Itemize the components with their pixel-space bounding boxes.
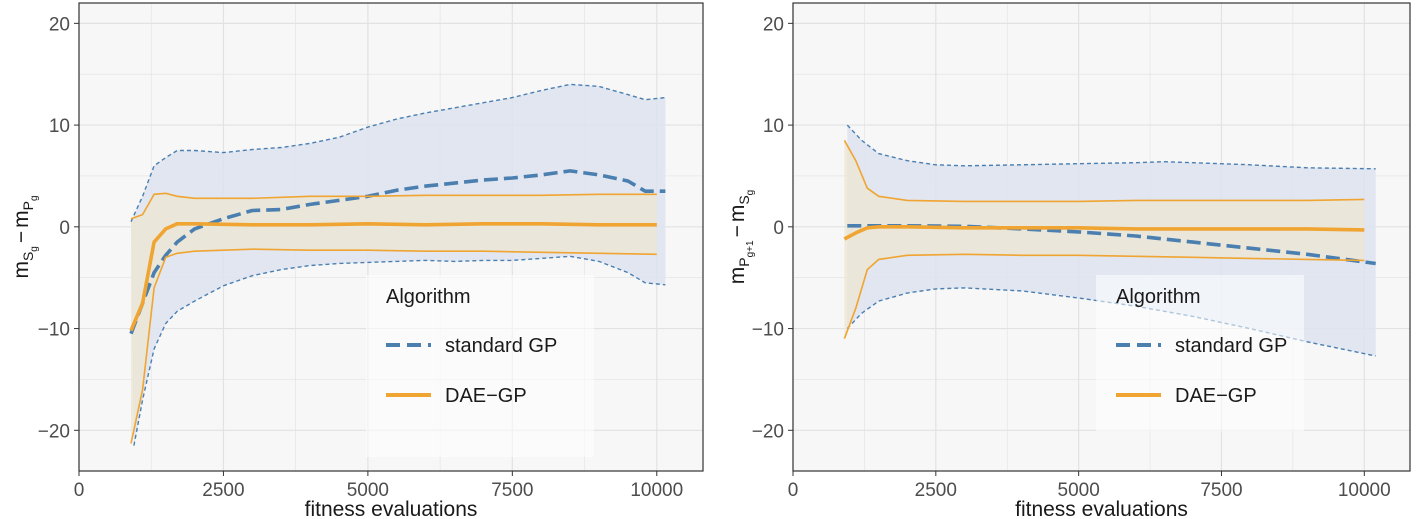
left-x-axis-title: fitness evaluations (305, 498, 478, 519)
left-chart-panel: 0 2500 5000 7500 10000 −20 −10 0 10 20 fitness ev… (10, 2, 704, 519)
left-legend-label-dae-gp: DAE−GP (445, 385, 527, 407)
right-legend: Algorithm standard GP DAE−GP (1096, 275, 1304, 431)
right-y-tick-label-0: −20 (752, 421, 784, 442)
right-plot-border (792, 2, 1411, 472)
left-x-tick-label-3: 7500 (491, 480, 533, 501)
right-legend-label-dae-gp: DAE−GP (1175, 385, 1257, 407)
left-ticks: 0 2500 5000 7500 10000 −20 −10 0 10 20 (38, 14, 683, 501)
left-upper-standard-gp (130, 83, 666, 222)
left-ylab-minus: − (10, 231, 33, 243)
left-x-tick-label-1: 2500 (202, 480, 244, 501)
left-lower-dae-gp (130, 248, 657, 444)
left-mean-dae-gp (129, 222, 657, 332)
left-y-axis-title: mSg−mPg (10, 195, 40, 278)
left-y-tick-label-4: 20 (49, 14, 70, 35)
left-y-tick-label-2: 0 (59, 218, 70, 239)
left-lower-standard-gp (133, 255, 666, 446)
right-y-tick-label-2: 0 (773, 218, 784, 239)
left-upper-dae-gp (130, 192, 657, 220)
right-x-tick-label-2: 5000 (1058, 480, 1100, 501)
left-lines (129, 83, 666, 446)
right-x-tick-label-1: 2500 (915, 480, 957, 501)
left-ylab-s2: P (20, 201, 36, 210)
right-ylab-m2: m (726, 205, 749, 223)
right-ylab-s2sub: g (745, 190, 756, 196)
left-ylab-m2: m (10, 210, 33, 228)
right-x-tick-label-4: 10000 (1338, 480, 1391, 501)
left-legend-title: Algorithm (386, 286, 470, 308)
left-x-tick-label-0: 0 (74, 480, 85, 501)
left-ylab-m1: m (10, 261, 33, 279)
right-ylab-minus: − (726, 225, 749, 237)
left-y-tick-label-1: −10 (38, 320, 70, 341)
left-band-dae-gp (131, 193, 657, 444)
right-y-tick-label-3: 10 (763, 116, 784, 137)
right-legend-title: Algorithm (1116, 286, 1200, 308)
right-ylab-s2: S (736, 195, 752, 204)
right-x-tick-label-0: 0 (788, 480, 799, 501)
right-legend-label-standard-gp: standard GP (1175, 335, 1287, 357)
right-band-dae-gp (844, 140, 1365, 339)
right-mean-dae-gp (843, 225, 1365, 241)
right-ticks: 0 2500 5000 7500 10000 −20 −10 0 10 20 (752, 14, 1391, 501)
left-x-tick-label-2: 5000 (347, 480, 389, 501)
right-y-axis-label: mPg+1−mSg (726, 190, 756, 284)
right-upper-dae-gp (843, 139, 1365, 203)
left-ylab-s1: S (20, 252, 36, 261)
left-legend-label-standard-gp: standard GP (445, 335, 557, 357)
right-lines (843, 124, 1376, 357)
right-chart-panel: 0 2500 5000 7500 10000 −20 −10 0 10 20 fitness ev… (726, 2, 1411, 519)
right-y-tick-label-4: 20 (763, 14, 784, 35)
right-x-axis-title: fitness evaluations (1015, 498, 1188, 519)
left-plot-border (78, 2, 704, 472)
right-legend-box (1096, 275, 1304, 431)
right-ylab-s1sub: g+1 (745, 240, 756, 257)
right-lower-dae-gp (843, 253, 1365, 339)
left-legend: Algorithm standard GP DAE−GP (366, 275, 594, 457)
left-y-axis-label: mSg−mPg (10, 195, 40, 278)
left-y-tick-label-0: −20 (38, 421, 70, 442)
right-y-tick-label-1: −10 (752, 320, 784, 341)
left-legend-box (366, 275, 594, 457)
right-ylab-s1: P (736, 257, 752, 266)
left-ylab-s1sub: g (29, 246, 40, 252)
left-x-tick-label-4: 10000 (630, 480, 683, 501)
right-ylab-m1: m (726, 267, 749, 285)
right-x-tick-label-3: 7500 (1200, 480, 1242, 501)
left-ylab-s2sub: g (29, 195, 40, 201)
right-y-axis-title: mPg+1−mSg (726, 190, 756, 284)
left-y-tick-label-3: 10 (49, 116, 70, 137)
